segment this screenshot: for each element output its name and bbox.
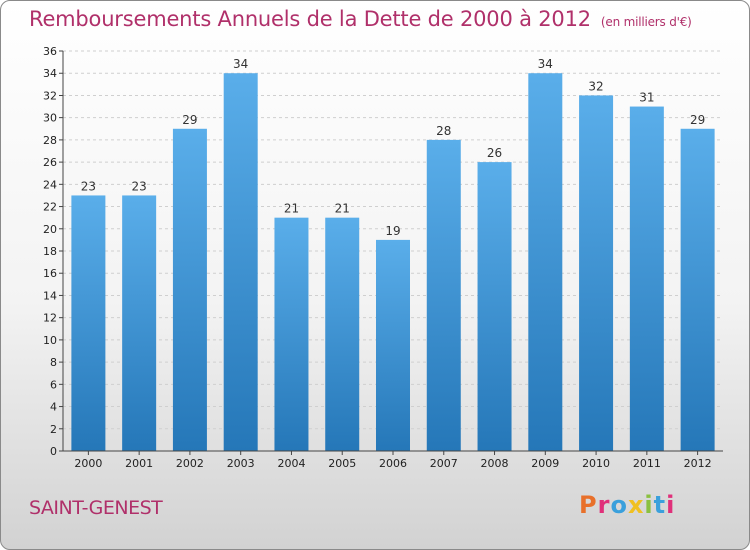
y-tick-label: 22 [43, 201, 57, 214]
x-tick-label-2005: 2005 [328, 457, 356, 470]
bar-2000 [71, 195, 106, 451]
chart-title-text: Remboursements Annuels de la Dette de 20… [29, 7, 591, 31]
logo-letter: r [597, 491, 611, 519]
value-label-2000: 23 [81, 179, 96, 193]
y-tick-label: 36 [43, 45, 57, 58]
bar-2002 [172, 128, 207, 451]
y-tick-label: 2 [50, 423, 57, 436]
value-label-2001: 23 [132, 179, 147, 193]
x-tick-label-2000: 2000 [74, 457, 102, 470]
logo-letter: t [653, 491, 667, 519]
x-tick-label-2012: 2012 [684, 457, 712, 470]
y-tick-label: 4 [50, 401, 57, 414]
bar-2011 [629, 106, 664, 452]
y-tick-label: 30 [43, 112, 57, 125]
value-label-2011: 31 [639, 91, 654, 105]
bar-2012 [680, 128, 715, 451]
x-tick-label-2008: 2008 [481, 457, 509, 470]
value-label-2012: 29 [690, 113, 705, 127]
y-tick-label: 8 [50, 356, 57, 369]
logo-letter: i [644, 491, 654, 519]
y-tick-label: 18 [43, 245, 57, 258]
bar-2008 [477, 162, 512, 451]
y-tick-label: 34 [43, 67, 57, 80]
commune-name: SAINT-GENEST [29, 497, 163, 519]
y-tick-label: 24 [43, 178, 57, 191]
bar-2003 [223, 73, 258, 451]
y-tick-label: 10 [43, 334, 57, 347]
y-tick-label: 20 [43, 223, 57, 236]
x-tick-label-2011: 2011 [633, 457, 661, 470]
x-tick-label-2009: 2009 [531, 457, 559, 470]
logo-letter: P [579, 491, 598, 519]
y-tick-label: 6 [50, 378, 57, 391]
logo-letter: x [627, 491, 645, 519]
y-tick-label: 12 [43, 312, 57, 325]
y-tick-label: 28 [43, 134, 57, 147]
chart-title: Remboursements Annuels de la Dette de 20… [29, 7, 692, 31]
bar-2006 [376, 239, 410, 451]
y-tick-label: 32 [43, 89, 57, 102]
y-tick-label: 14 [43, 289, 57, 302]
x-tick-label-2003: 2003 [227, 457, 255, 470]
x-tick-label-2001: 2001 [125, 457, 153, 470]
bar-2010 [579, 95, 614, 451]
x-tick-label-2004: 2004 [277, 457, 305, 470]
bar-2007 [426, 139, 461, 451]
bar-2009 [528, 73, 563, 451]
logo-letter: o [610, 491, 628, 519]
value-label-2008: 26 [487, 146, 502, 160]
y-tick-label: 26 [43, 156, 57, 169]
value-label-2007: 28 [436, 124, 451, 138]
y-tick-label: 0 [50, 445, 57, 458]
y-tick-label: 16 [43, 267, 57, 280]
x-tick-label-2002: 2002 [176, 457, 204, 470]
value-label-2002: 29 [182, 113, 197, 127]
bars-layer: 23 23 29 34 21 21 19 28 26 34 32 31 29 [71, 57, 715, 452]
bar-2005 [325, 217, 360, 451]
proxiti-logo: Proxiti [579, 491, 675, 519]
value-label-2010: 32 [588, 79, 603, 93]
chart-unit: (en milliers d'€) [600, 15, 692, 29]
bar-2004 [274, 217, 309, 451]
logo-letter: i [666, 491, 676, 519]
value-label-2006: 19 [385, 224, 400, 238]
x-tick-label-2006: 2006 [379, 457, 407, 470]
x-tick-label-2010: 2010 [582, 457, 610, 470]
value-label-2004: 21 [284, 202, 299, 216]
x-tick-label-2007: 2007 [430, 457, 458, 470]
value-label-2005: 21 [335, 202, 350, 216]
bar-2001 [122, 195, 157, 451]
value-label-2003: 34 [233, 57, 248, 71]
value-label-2009: 34 [538, 57, 553, 71]
